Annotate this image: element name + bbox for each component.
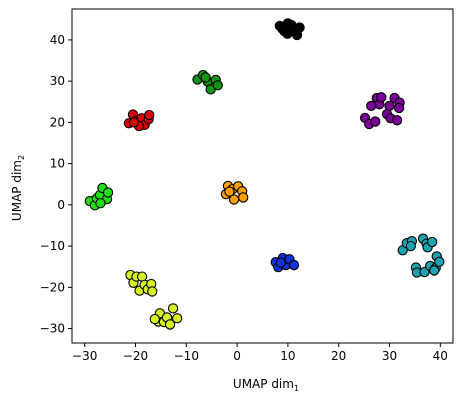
x-tick-label: 30: [382, 349, 397, 363]
scatter-point: [384, 100, 395, 112]
scatter-point: [376, 92, 387, 103]
y-tick-label: 10: [50, 157, 65, 171]
scatter-point: [238, 192, 249, 203]
y-tick-label: −10: [40, 239, 65, 253]
scatter-point: [128, 117, 140, 128]
scatter-point: [370, 116, 381, 127]
x-tick-label: 0: [233, 349, 241, 363]
scatter-point: [212, 80, 223, 91]
x-tick-label: 40: [433, 349, 448, 363]
scatter-point: [286, 19, 297, 31]
y-tick-label: −20: [40, 280, 65, 294]
x-axis-label: UMAP dim1: [233, 377, 299, 393]
scatter-point: [427, 236, 438, 248]
scatter-point: [172, 313, 183, 324]
scatter-point: [164, 319, 176, 330]
scatter-point: [200, 72, 211, 83]
y-tick-label: 0: [57, 198, 65, 212]
scatter-point: [288, 259, 300, 271]
y-tick-label: −30: [40, 322, 65, 336]
y-tick-label: 40: [50, 33, 65, 47]
x-tick-label: −10: [174, 349, 199, 363]
scatter-point: [144, 109, 155, 121]
y-axis-label: UMAP dim2: [10, 155, 26, 221]
scatter-point: [366, 100, 377, 112]
scatter-point: [277, 23, 288, 34]
y-axis-ticks: −30 −20 −10 0 10 20 30 40: [40, 33, 72, 336]
x-tick-label: −30: [72, 349, 97, 363]
scatter-point: [95, 198, 106, 209]
scatter-point: [391, 115, 403, 126]
scatter-point: [394, 102, 405, 114]
scatter-point: [224, 186, 235, 197]
scatter-point: [149, 313, 160, 325]
x-tick-label: 10: [280, 349, 295, 363]
scatter-point: [405, 240, 416, 252]
scatter-point: [429, 265, 440, 276]
scatter-point: [434, 256, 445, 267]
scatter-point: [167, 303, 179, 314]
scatter-point: [102, 187, 114, 198]
y-tick-label: 30: [50, 74, 65, 88]
plot-frame: [71, 8, 454, 344]
scatter-point: [275, 257, 286, 268]
x-tick-label: 20: [331, 349, 346, 363]
x-tick-label: −20: [123, 349, 148, 363]
x-axis-ticks: −30 −20 −10 0 10 20 30 40: [72, 343, 448, 363]
points-layer: [84, 18, 445, 330]
scatter-point: [147, 286, 158, 297]
y-tick-label: 20: [50, 115, 65, 129]
